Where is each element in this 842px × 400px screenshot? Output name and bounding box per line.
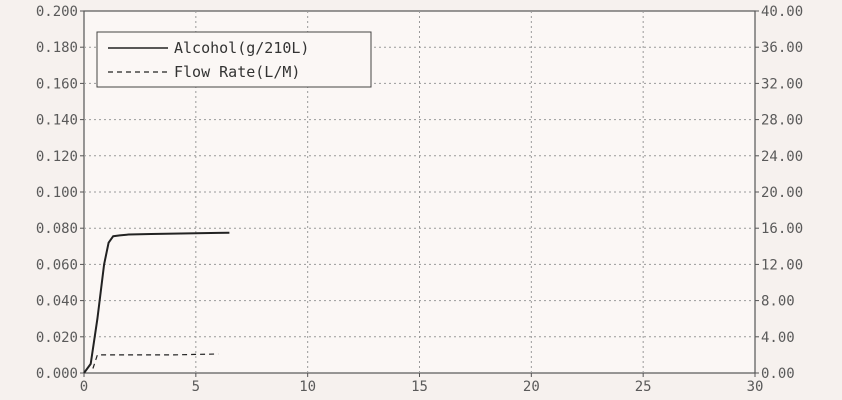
legend: Alcohol(g/210L) Flow Rate(L/M) <box>96 31 372 88</box>
y-tick-label: 0.140 <box>36 113 78 129</box>
y2-tick-label: 40.00 <box>761 4 803 20</box>
y-tick-label: 0.060 <box>36 257 78 273</box>
y2-tick-label: 20.00 <box>761 185 803 201</box>
x-tick-label: 25 <box>635 379 652 395</box>
x-tick-label: 5 <box>192 379 200 395</box>
y2-tick-label: 0.00 <box>761 366 795 382</box>
y2-tick-label: 32.00 <box>761 76 803 92</box>
y-tick-label: 0.000 <box>36 366 78 382</box>
y2-tick-label: 16.00 <box>761 221 803 237</box>
series-line-flow-rate <box>92 353 219 369</box>
series-layer <box>83 231 230 374</box>
x-tick-label: 15 <box>411 379 428 395</box>
y-axis-left: 0.000 0.020 0.040 0.060 0.080 0.100 0.120 0.140… <box>36 4 84 382</box>
y2-tick-label: 12.00 <box>761 257 803 273</box>
y-axis-right: 0.00 4.00 8.00 12.00 16.00 20.00 24.00 28.00 32.… <box>755 4 803 382</box>
y-tick-label: 0.040 <box>36 294 78 310</box>
x-tick-label: 30 <box>747 379 764 395</box>
y2-tick-label: 24.00 <box>761 149 803 165</box>
y-tick-label: 0.100 <box>36 185 78 201</box>
y2-tick-label: 36.00 <box>761 40 803 56</box>
y2-tick-label: 4.00 <box>761 330 795 346</box>
legend-box <box>96 31 372 88</box>
x-tick-label: 10 <box>299 379 316 395</box>
y-tick-label: 0.160 <box>36 76 78 92</box>
legend-label-alcohol: Alcohol(g/210L) <box>174 39 309 57</box>
y2-tick-label: 8.00 <box>761 294 795 310</box>
y-tick-label: 0.080 <box>36 221 78 237</box>
y-tick-label: 0.180 <box>36 40 78 56</box>
x-axis: 0 5 10 15 20 25 30 <box>80 373 764 395</box>
series-line-alcohol <box>83 231 230 374</box>
y-tick-label: 0.200 <box>36 4 78 20</box>
x-tick-label: 0 <box>80 379 88 395</box>
y-tick-label: 0.020 <box>36 330 78 346</box>
y-tick-label: 0.120 <box>36 149 78 165</box>
x-tick-label: 20 <box>523 379 540 395</box>
legend-label-flow-rate: Flow Rate(L/M) <box>174 63 300 81</box>
y2-tick-label: 28.00 <box>761 113 803 129</box>
